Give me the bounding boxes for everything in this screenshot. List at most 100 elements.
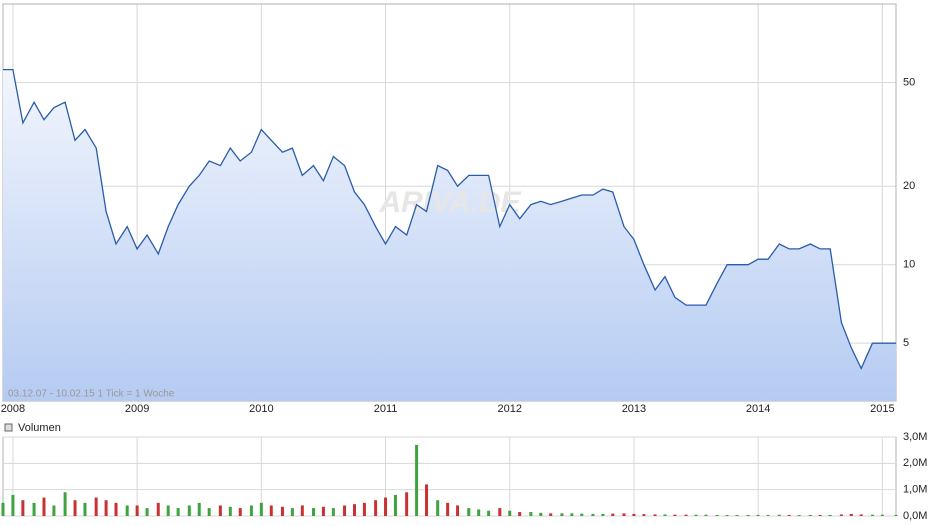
volume-bar	[508, 510, 512, 516]
x-tick-label: 2013	[622, 403, 646, 415]
volume-bar	[259, 502, 263, 516]
price-area	[3, 69, 896, 401]
volume-bar	[518, 512, 522, 516]
volume-title: Volumen	[18, 422, 61, 434]
volume-bar	[870, 514, 874, 516]
volume-bar	[777, 514, 781, 516]
volume-bar	[166, 505, 170, 516]
volume-bar	[425, 484, 429, 516]
volume-bar	[467, 508, 471, 516]
volume-bar	[156, 502, 160, 516]
volume-bar	[197, 502, 201, 516]
y-tick-label: 1,0M	[903, 484, 927, 496]
volume-bar	[280, 506, 284, 516]
volume-bar	[42, 497, 46, 516]
volume-bar	[135, 505, 139, 516]
volume-bar	[187, 505, 191, 516]
volume-bar	[415, 444, 419, 516]
volume-bar	[859, 514, 863, 516]
volume-bar	[746, 514, 750, 516]
volume-bar	[343, 505, 347, 516]
volume-bar	[1, 502, 5, 516]
volume-bar	[312, 508, 316, 516]
volume-bar	[300, 505, 304, 516]
volume-bar	[580, 513, 584, 516]
volume-bar	[405, 492, 409, 516]
volume-bar	[611, 513, 615, 516]
y-tick-label: 3,0M	[903, 431, 927, 443]
volume-bar	[560, 513, 564, 516]
volume-bar	[498, 508, 502, 516]
y-tick-label: 50	[903, 76, 915, 88]
volume-bar	[352, 504, 356, 516]
volume-legend-box	[4, 423, 13, 432]
volume-bar	[529, 512, 533, 516]
volume-bar	[362, 502, 366, 516]
volume-bar	[207, 508, 211, 516]
volume-bar	[839, 514, 843, 516]
x-tick-label: 2008	[1, 403, 25, 415]
volume-bar	[94, 497, 98, 516]
x-tick-label: 2014	[746, 403, 770, 415]
volume-bar	[808, 514, 812, 516]
volume-bar	[52, 505, 56, 516]
volume-bar	[591, 513, 595, 516]
volume-bar	[663, 514, 667, 516]
volume-bar	[456, 505, 460, 516]
volume-bar	[384, 497, 388, 516]
volume-bar	[125, 505, 129, 516]
y-tick-label: 5	[903, 337, 909, 349]
volume-bar	[549, 513, 553, 516]
volume-bar	[880, 514, 884, 516]
volume-bar	[114, 502, 118, 516]
volume-bar	[73, 500, 77, 516]
volume-bar	[63, 492, 67, 516]
volume-bar	[104, 500, 108, 516]
volume-bar	[653, 514, 657, 516]
volume-bar	[477, 509, 481, 516]
volume-bar	[828, 514, 832, 516]
volume-bar	[21, 500, 25, 516]
volume-bar	[145, 508, 149, 516]
volume-bar	[797, 514, 801, 516]
price-line	[3, 68, 896, 370]
volume-bar	[622, 513, 626, 516]
volume-bar	[331, 508, 335, 516]
watermark: ARIVA.DE	[378, 186, 521, 219]
info-text: 03.12.07 - 10.02.15 1 Tick = 1 Woche	[8, 389, 175, 400]
x-tick-label: 2012	[497, 403, 521, 415]
volume-bar	[290, 508, 294, 516]
volume-bar	[321, 506, 325, 516]
volume-bar	[11, 494, 15, 516]
volume-bar	[684, 514, 688, 516]
volume-bar	[766, 514, 770, 516]
volume-bar	[218, 505, 222, 516]
volume-bar	[83, 502, 87, 516]
volume-bar	[694, 514, 698, 516]
y-tick-label: 0,0M	[903, 510, 927, 522]
y-tick-label: 10	[903, 259, 915, 271]
volume-bar	[249, 505, 253, 516]
volume-bar	[539, 512, 543, 516]
volume-bar	[725, 514, 729, 516]
volume-bar	[601, 513, 605, 516]
volume-bar	[787, 514, 791, 516]
x-tick-label: 2010	[249, 403, 273, 415]
volume-bar	[642, 514, 646, 516]
volume-bar	[269, 505, 273, 516]
volume-bar	[715, 514, 719, 516]
volume-bar	[570, 513, 574, 516]
volume-bar	[393, 494, 397, 516]
x-tick-label: 2011	[374, 403, 398, 415]
volume-bar	[176, 508, 180, 516]
volume-bar	[436, 500, 440, 516]
volume-bar	[894, 514, 898, 516]
volume-bar	[446, 502, 450, 516]
volume-bar	[756, 514, 760, 516]
x-tick-label: 2015	[870, 403, 894, 415]
volume-bar	[238, 508, 242, 516]
x-tick-label: 2009	[125, 403, 149, 415]
volume-bar	[735, 514, 739, 516]
volume-bar	[32, 502, 36, 516]
